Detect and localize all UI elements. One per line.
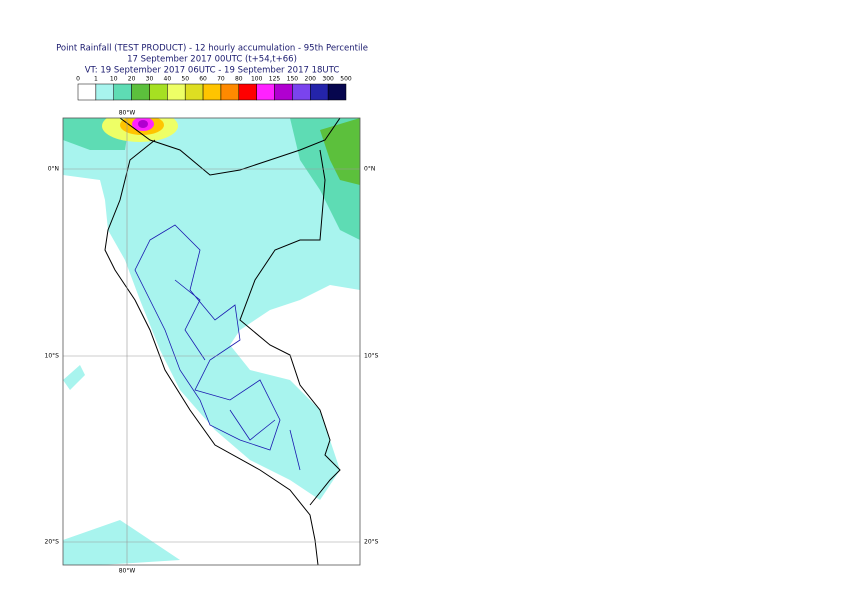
colorbar-swatch (131, 83, 150, 101)
lat-label: 10°S (364, 353, 379, 360)
colorbar-label: 30 (146, 76, 154, 83)
colorbar-label: 300 (322, 76, 334, 83)
region-border (134, 224, 301, 471)
colorbar-swatch (184, 83, 204, 101)
colorbar-swatch (292, 83, 311, 101)
colorbar-swatch (274, 83, 293, 101)
colorbar-swatch (202, 83, 222, 101)
colorbar: 0 1 10 20 30 40 50 60 70 80 100 125 150 200 300 500 (76, 76, 352, 101)
map-frame (62, 117, 361, 566)
colorbar-swatch (113, 83, 132, 101)
colorbar-label: 100 (251, 76, 263, 83)
colorbar-swatch (95, 83, 114, 101)
title-line: Point Rainfall (TEST PRODUCT) - 12 hourl… (56, 44, 368, 54)
rain-light (63, 365, 180, 565)
colorbar-swatch (310, 83, 329, 101)
colorbar-swatch (256, 83, 275, 101)
colorbar-label: 125 (269, 76, 281, 83)
colorbar-swatch (149, 83, 168, 101)
lon-label: 80°W (119, 568, 136, 575)
colorbar-swatch (238, 83, 257, 101)
colorbar-swatch (77, 83, 97, 101)
lat-label: 0°N (364, 166, 375, 173)
lon-label: 80°W (119, 110, 136, 117)
colorbar-swatch (327, 83, 347, 101)
colorbar-label: 10 (110, 76, 118, 83)
lat-label: 0°N (48, 166, 59, 173)
colorbar-label: 20 (128, 76, 136, 83)
rain-heavy (320, 118, 360, 185)
colorbar-label: 150 (287, 76, 299, 83)
colorbar-label: 500 (340, 76, 352, 83)
colorbar-label: 70 (217, 76, 225, 83)
title-line: 17 September 2017 00UTC (t+54,t+66) (127, 55, 297, 65)
title-line: VT: 19 September 2017 06UTC - 19 Septemb… (85, 66, 340, 76)
colorbar-swatch (220, 83, 240, 101)
colorbar-label: 50 (181, 76, 189, 83)
colorbar-swatch (167, 83, 186, 101)
lat-label: 20°S (364, 539, 379, 546)
colorbar-label: 0 (76, 76, 80, 83)
map-area (63, 118, 360, 565)
rain-light (63, 118, 360, 500)
colorbar-label: 40 (164, 76, 172, 83)
lat-label: 20°S (45, 539, 60, 546)
colorbar-label: 80 (235, 76, 243, 83)
colorbar-label: 200 (305, 76, 317, 83)
colorbar-label: 1 (94, 76, 98, 83)
lat-label: 10°S (45, 353, 60, 360)
colorbar-label: 60 (199, 76, 207, 83)
rain-band (138, 120, 148, 128)
country-border (104, 118, 341, 565)
